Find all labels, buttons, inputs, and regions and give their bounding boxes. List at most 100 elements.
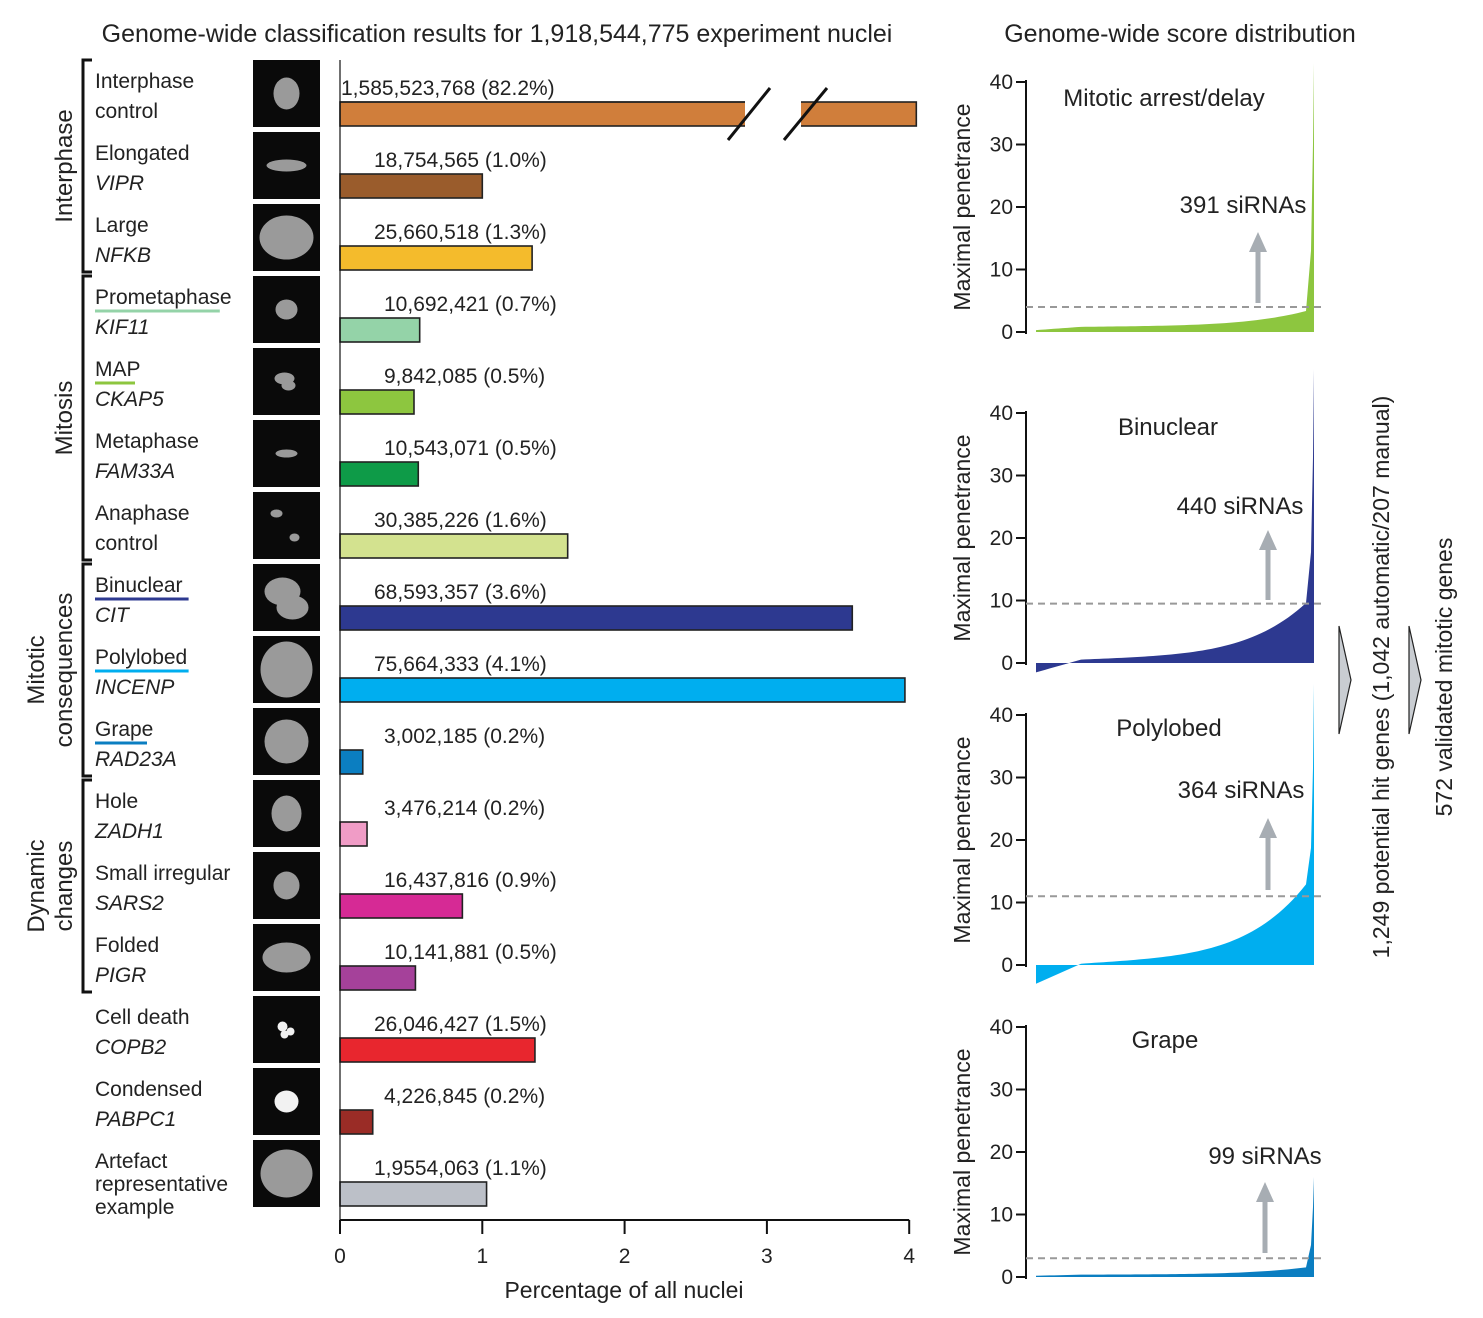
- class-label: Anaphase: [95, 502, 190, 525]
- class-row: Metaphase FAM33A 10,543,071 (0.5%): [95, 420, 557, 487]
- class-label: representative: [95, 1173, 228, 1196]
- class-row: Hole ZADH1 3,476,214 (0.2%): [94, 780, 545, 847]
- gene-label: INCENP: [95, 676, 174, 699]
- count-label: 1,9554,063 (1.1%): [374, 1157, 547, 1180]
- nucleus: [260, 641, 313, 698]
- gene-label: FAM33A: [95, 460, 175, 483]
- bar: [339, 1109, 374, 1135]
- gene-label: CKAP5: [95, 388, 164, 411]
- gene-label: PABPC1: [95, 1108, 176, 1131]
- class-row: Prometaphase KIF11 10,692,421 (0.7%): [95, 276, 557, 343]
- y-tick-label: 0: [1001, 652, 1013, 675]
- group-label: changes: [51, 841, 78, 932]
- x-tick-label: 2: [619, 1245, 631, 1268]
- gene-label: CIT: [95, 604, 131, 627]
- y-tick-label: 10: [990, 1204, 1013, 1227]
- y-tick-label: 0: [1001, 321, 1013, 344]
- summary-arrows: 1,249 potential hit genes (1,042 automat…: [1338, 396, 1457, 958]
- sirna-count: 99 siRNAs: [1208, 1143, 1321, 1170]
- gene-label: VIPR: [95, 172, 144, 195]
- bar: [339, 605, 854, 631]
- class-label: Small irregular: [95, 862, 230, 885]
- bar: [339, 1181, 488, 1207]
- y-tick-label: 20: [990, 1141, 1013, 1164]
- classification-bar-chart: Interphase control 1,585,523,768 (82.2%) El…: [23, 58, 918, 1303]
- group-label: Mitosis: [51, 381, 78, 456]
- nucleus: [259, 215, 314, 260]
- class-row: Binuclear CIT 68,593,357 (3.6%): [95, 564, 854, 631]
- nucleus-thumbnail: [253, 492, 320, 559]
- y-tick-label: 10: [990, 259, 1013, 282]
- y-tick-label: 30: [990, 767, 1013, 790]
- y-tick-label: 20: [990, 196, 1013, 219]
- class-label: control: [95, 532, 158, 555]
- bar: [339, 677, 906, 703]
- count-label: 3,476,214 (0.2%): [384, 797, 545, 820]
- gene-label: NFKB: [95, 244, 151, 267]
- count-label: 1,585,523,768 (82.2%): [341, 77, 555, 100]
- nucleus: [273, 871, 300, 900]
- nucleus: [275, 449, 298, 458]
- y-tick-label: 40: [990, 71, 1013, 94]
- bar: [339, 101, 918, 127]
- chevron-arrow-icon: [1408, 625, 1422, 735]
- y-tick-label: 30: [990, 465, 1013, 488]
- up-arrow-head: [1259, 530, 1277, 550]
- nucleus: [260, 1149, 313, 1198]
- y-tick-label: 10: [990, 590, 1013, 613]
- count-label: 75,664,333 (4.1%): [374, 653, 547, 676]
- nucleus: [288, 1173, 301, 1184]
- panel-title: Grape: [1132, 1027, 1199, 1054]
- y-tick-label: 40: [990, 402, 1013, 425]
- count-label: 26,046,427 (1.5%): [374, 1013, 547, 1036]
- class-label: Interphase: [95, 70, 194, 93]
- score-distribution-charts: 0 10 20 30 40 Maximal penetrance Mitotic arres…: [949, 63, 1326, 1289]
- count-label: 25,660,518 (1.3%): [374, 221, 547, 244]
- nucleus: [286, 1027, 295, 1036]
- y-axis-label: Maximal penetrance: [949, 1048, 975, 1255]
- up-arrow-head: [1249, 232, 1267, 252]
- gene-label: KIF11: [95, 316, 149, 339]
- class-row: Elongated VIPR 18,754,565 (1.0%): [95, 132, 547, 199]
- y-tick-label: 40: [990, 704, 1013, 727]
- bar: [339, 893, 464, 919]
- x-axis: 0 1 2 3 4 Percentage of all nuclei: [334, 60, 915, 1303]
- class-label: Polylobed: [95, 646, 187, 669]
- nucleus: [274, 1090, 299, 1113]
- up-arrow-head: [1256, 1182, 1274, 1202]
- class-row: Folded PIGR 10,141,881 (0.5%): [95, 924, 557, 991]
- summary-label: 572 validated mitotic genes: [1431, 538, 1457, 817]
- class-label: Large: [95, 214, 149, 237]
- y-tick-label: 20: [990, 527, 1013, 550]
- left-chart-title: Genome-wide classification results for 1…: [102, 20, 893, 48]
- count-label: 4,226,845 (0.2%): [384, 1085, 545, 1108]
- y-tick-label: 30: [990, 134, 1013, 157]
- nucleus: [264, 719, 309, 764]
- score-panel: 0 10 20 30 40 Maximal penetrance Polylobed 364 …: [949, 683, 1326, 984]
- count-label: 16,437,816 (0.9%): [384, 869, 557, 892]
- bar: [339, 821, 368, 847]
- class-row: Anaphase control 30,385,226 (1.6%): [95, 492, 569, 559]
- class-row: Small irregular SARS2 16,437,816 (0.9%): [95, 852, 557, 919]
- gene-label: COPB2: [95, 1036, 167, 1059]
- class-row: Condensed PABPC1 4,226,845 (0.2%): [95, 1068, 545, 1135]
- y-tick-label: 20: [990, 829, 1013, 852]
- right-chart-title: Genome-wide score distribution: [1004, 20, 1356, 48]
- nucleus: [276, 595, 309, 620]
- bar: [339, 1037, 536, 1063]
- x-tick-label: 3: [761, 1245, 773, 1268]
- count-label: 10,543,071 (0.5%): [384, 437, 557, 460]
- class-row: Cell death COPB2 26,046,427 (1.5%): [95, 996, 547, 1063]
- x-tick-label: 4: [903, 1245, 915, 1268]
- nucleus: [271, 795, 302, 832]
- chevron-arrow-icon: [1338, 625, 1352, 735]
- gene-label: ZADH1: [94, 820, 164, 843]
- group-label: Interphase: [51, 109, 78, 222]
- score-panel: 0 10 20 30 40 Maximal penetrance Grape 99 siRNA…: [949, 1016, 1326, 1289]
- y-tick-label: 0: [1001, 1266, 1013, 1289]
- bar: [339, 965, 417, 991]
- x-tick-label: 0: [334, 1245, 346, 1268]
- group-label: Dynamic: [23, 839, 50, 932]
- class-label: Condensed: [95, 1078, 202, 1101]
- class-label: Prometaphase: [95, 286, 232, 309]
